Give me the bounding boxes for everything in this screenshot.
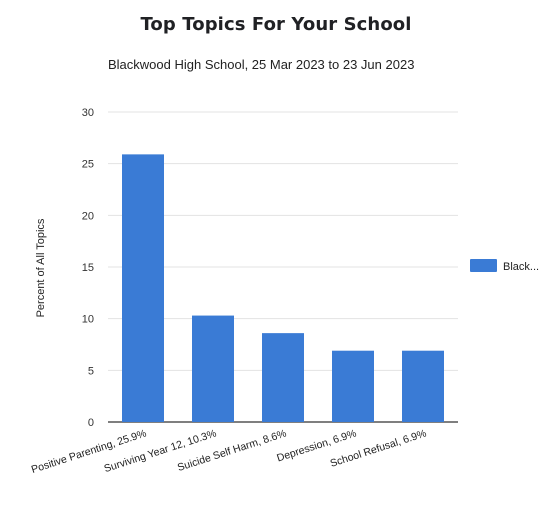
bar[interactable] <box>122 154 164 422</box>
gridlines <box>108 111 458 423</box>
y-tick-label: 15 <box>82 262 94 274</box>
bar[interactable] <box>332 350 374 422</box>
y-axis-ticks: 0 5 10 15 20 25 30 <box>82 107 94 429</box>
legend-swatch <box>470 259 497 272</box>
x-axis-ticks: Positive Parenting, 25.9%Surviving Year … <box>30 427 428 476</box>
y-axis-label: Percent of All Topics <box>35 218 47 317</box>
y-tick-label: 25 <box>82 159 94 171</box>
y-tick-label: 10 <box>82 314 94 326</box>
y-tick-label: 0 <box>88 417 94 429</box>
y-tick-label: 20 <box>82 210 94 222</box>
bars <box>122 154 444 422</box>
bar[interactable] <box>402 350 444 422</box>
bar[interactable] <box>262 333 304 422</box>
x-tick-label: Positive Parenting, 25.9% <box>30 427 148 476</box>
legend-label: Black... <box>503 261 539 273</box>
y-tick-label: 5 <box>88 365 94 377</box>
chart-title: Top Topics For Your School <box>140 14 412 35</box>
bar[interactable] <box>192 315 234 422</box>
legend[interactable]: Black... <box>470 259 539 273</box>
y-tick-label: 30 <box>82 107 94 119</box>
chart-subtitle: Blackwood High School, 25 Mar 2023 to 23… <box>108 57 415 72</box>
